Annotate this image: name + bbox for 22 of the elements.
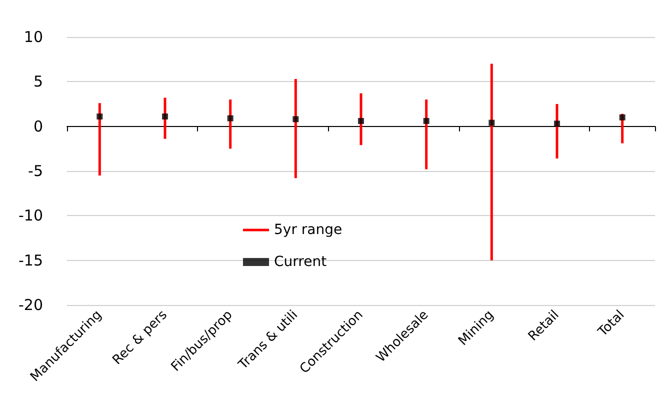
y-tick-label: -20 xyxy=(18,296,43,314)
y-tick-label: -15 xyxy=(18,251,43,270)
legend-label: 5yr range xyxy=(274,222,342,238)
y-tick-label: 10 xyxy=(24,28,43,46)
bar xyxy=(490,64,493,260)
point xyxy=(554,120,560,127)
y-tick-label: 5 xyxy=(33,72,43,91)
y-tick-label: 0 xyxy=(33,117,43,136)
point xyxy=(227,115,234,122)
bar xyxy=(98,103,101,176)
legend-label: Current xyxy=(274,254,328,270)
y-tick-label: -10 xyxy=(18,206,43,225)
point xyxy=(358,118,364,124)
point xyxy=(488,120,495,126)
point xyxy=(292,116,299,122)
bar xyxy=(425,100,428,170)
bar xyxy=(294,78,297,178)
point xyxy=(96,114,103,120)
y-tick-label: -5 xyxy=(28,162,43,180)
point xyxy=(423,118,430,124)
point xyxy=(162,114,168,120)
point xyxy=(619,114,626,120)
